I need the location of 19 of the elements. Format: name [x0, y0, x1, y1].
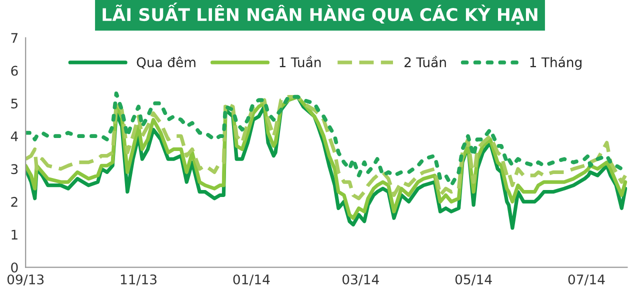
y-tick-label: 4 [10, 132, 18, 142]
legend-label: 2 Tuần [404, 56, 446, 68]
x-tick-label: 01/14 [233, 274, 270, 286]
x-tick-label: 09/13 [7, 274, 44, 286]
x-tick-label: 07/14 [568, 274, 605, 286]
x-tick-label: 11/13 [120, 274, 156, 286]
x-tick-label: 03/14 [342, 274, 379, 286]
y-tick-label: 7 [11, 33, 18, 43]
legend-label: 1 Tuần [280, 56, 321, 68]
y-tick-label: 6 [11, 66, 18, 76]
y-tick-label: 1 [12, 230, 18, 240]
chart-title: LÃI SUẤT LIÊN NGÂN HÀNG QUA CÁC KỲ HẠN [102, 2, 538, 25]
y-tick-label: 3 [11, 164, 18, 174]
legend-label: Qua đêm [136, 56, 196, 69]
y-tick-label: 2 [11, 196, 18, 207]
x-tick-label: 05/14 [455, 274, 492, 286]
y-tick-label: 0 [11, 262, 18, 272]
y-tick-label: 5 [11, 98, 18, 109]
legend-label: 1 Tháng [530, 56, 582, 70]
